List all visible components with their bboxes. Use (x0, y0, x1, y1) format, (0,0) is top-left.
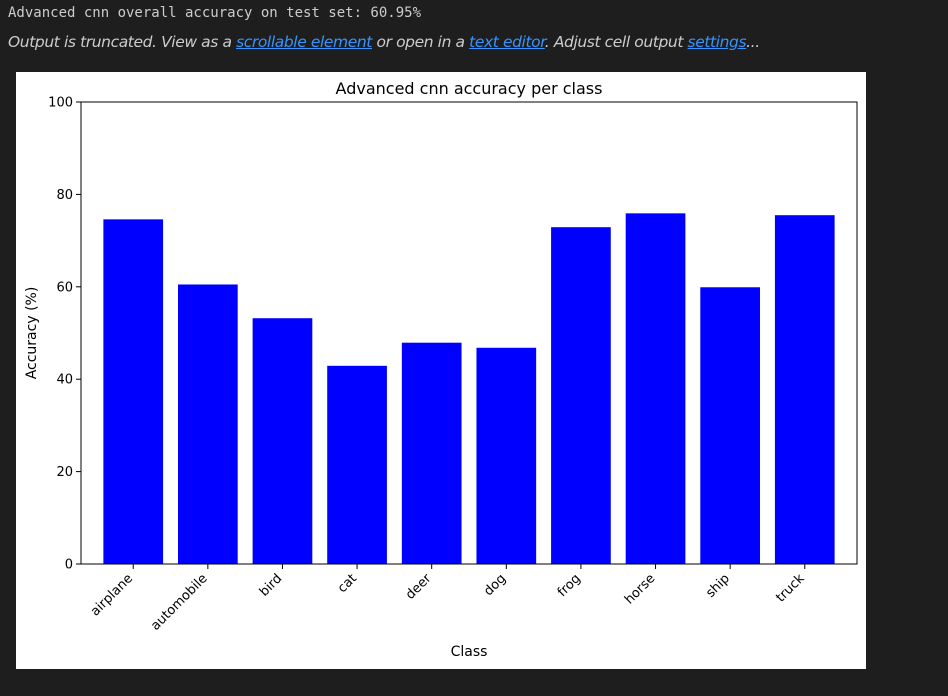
settings-link[interactable]: settings (687, 33, 747, 51)
truncated-text-middle: or open in a (371, 33, 470, 51)
y-axis: 0 20 40 60 80 100 (48, 96, 81, 573)
x-tick-label-ship: ship (703, 571, 733, 601)
plot-area-frame (80, 101, 858, 565)
chart-title: Advanced cnn accuracy per class (336, 79, 603, 98)
bar-chart: Advanced cnn accuracy per class 0 20 40 60 8… (24, 79, 858, 660)
bar-horse (625, 213, 686, 564)
x-tick-label-frog: frog (555, 571, 584, 600)
y-tick-label-40: 40 (56, 373, 73, 388)
text-editor-link[interactable]: text editor (469, 33, 545, 51)
y-tick-label-100: 100 (48, 96, 73, 111)
bar-dog (476, 347, 537, 564)
bars-group (103, 213, 835, 564)
bar-truck (774, 215, 835, 564)
y-tick-label-80: 80 (56, 188, 73, 203)
x-tick-label-deer: deer (403, 571, 435, 603)
y-axis-label: Accuracy (%) (24, 287, 40, 380)
x-tick-label-bird: bird (257, 571, 285, 599)
y-tick-label-0: 0 (65, 558, 73, 573)
x-tick-label-truck: truck (773, 571, 808, 606)
x-tick-label-horse: horse (622, 571, 658, 607)
x-axis: airplane automobile bird cat deer dog frog hors… (88, 564, 808, 634)
y-tick-label-20: 20 (56, 465, 73, 480)
x-tick-label-cat: cat (335, 571, 360, 596)
stdout-accuracy-line: Advanced cnn overall accuracy on test se… (8, 5, 422, 21)
bar-deer (401, 342, 462, 564)
scrollable-element-link[interactable]: scrollable element (236, 33, 372, 51)
bar-ship (700, 287, 760, 564)
bar-automobile (178, 284, 238, 564)
x-tick-label-airplane: airplane (88, 571, 136, 619)
plot-output-image: Advanced cnn accuracy per class 0 20 40 60 8… (16, 72, 866, 669)
bar-cat (327, 365, 387, 564)
x-axis-label: Class (451, 644, 488, 660)
truncated-text-suffix: ... (746, 33, 760, 51)
output-truncated-notice: Output is truncated. View as a scrollabl… (8, 33, 760, 51)
bar-frog (551, 227, 611, 564)
truncated-text-prefix: Output is truncated. View as a (8, 33, 237, 51)
bar-airplane (103, 219, 164, 564)
truncated-text-middle2: . Adjust cell output (544, 33, 688, 51)
x-tick-label-dog: dog (481, 571, 509, 599)
y-tick-label-60: 60 (56, 280, 73, 295)
x-tick-label-automobile: automobile (148, 571, 210, 633)
bar-bird (252, 318, 313, 564)
